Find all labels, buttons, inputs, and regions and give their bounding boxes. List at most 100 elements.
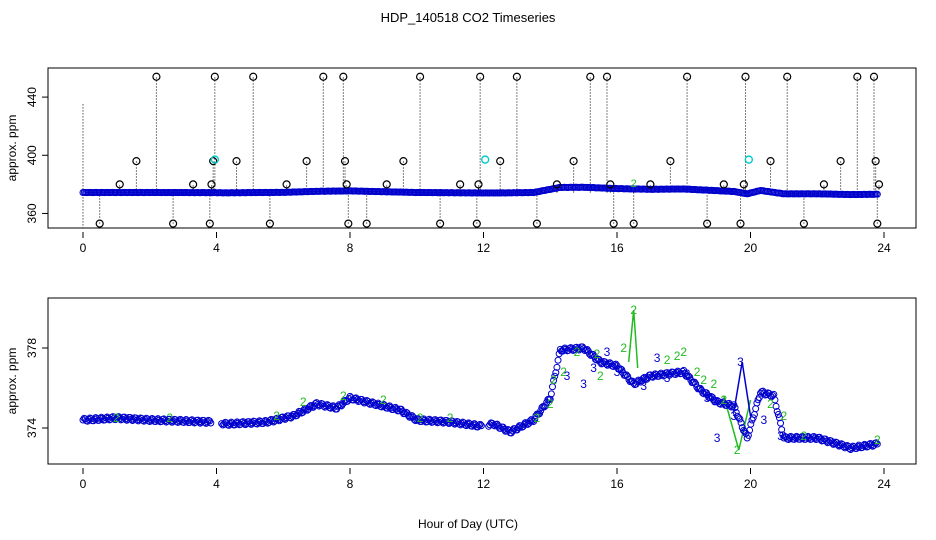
top-outlier-point	[736, 219, 745, 228]
bottom-label-2: 2	[767, 397, 774, 411]
top-outlier-point	[415, 72, 425, 81]
bottom-label-2: 2	[710, 377, 717, 391]
bottom-label-3: 3	[761, 413, 768, 427]
top-outlier-point	[741, 72, 750, 81]
bottom-ytick-label: 374	[25, 418, 39, 438]
bottom-label-3: 3	[580, 377, 587, 391]
bottom-data-point	[524, 420, 532, 428]
top-plot-frame	[47, 67, 917, 229]
bottom-data-point	[547, 390, 555, 398]
bottom-xtick-label: 24	[877, 477, 891, 491]
top-outlier-point	[853, 72, 862, 81]
bottom-data-point	[303, 406, 311, 414]
top-xtick-label: 20	[744, 241, 758, 255]
chart-title: HDP_140518 CO2 Timeseries	[381, 10, 556, 25]
bottom-data-point	[552, 369, 560, 377]
bottom-data-point	[614, 365, 622, 373]
bottom-xtick-label: 0	[80, 477, 87, 491]
top-outlier-point	[836, 156, 845, 166]
top-highlight-point	[744, 155, 754, 164]
bottom-label-2: 2	[534, 411, 541, 425]
top-outlier-point	[436, 219, 445, 228]
top-outlier-point	[871, 156, 880, 166]
bottom-label-2: 2	[447, 411, 454, 425]
top-outlier-point	[207, 180, 216, 189]
top-outlier-point	[602, 72, 612, 81]
top-outlier-point	[302, 156, 311, 166]
top-outlier-point	[719, 180, 728, 189]
top-highlight-point	[480, 155, 490, 164]
top-xtick-label: 24	[877, 241, 891, 255]
bottom-label-3: 3	[640, 379, 647, 393]
top-outlier-point	[132, 156, 141, 166]
bottom-data-point	[775, 414, 783, 422]
top-outlier-point	[682, 72, 692, 81]
top-outlier-point	[869, 72, 879, 81]
top-data-point	[873, 190, 881, 198]
bottom-label-2: 2	[781, 409, 788, 423]
bottom-data-point	[523, 419, 531, 427]
bottom-ytick-label: 378	[25, 338, 39, 358]
bottom-label-3: 3	[664, 371, 671, 385]
top-ytick-label: 400	[25, 145, 39, 165]
bottom-label-2: 2	[550, 373, 557, 387]
bottom-label-3: 3	[777, 429, 784, 443]
bottom-green-dip-line	[723, 395, 752, 451]
bottom-label-2: 2	[417, 411, 424, 425]
bottom-label-3: 3	[704, 391, 711, 405]
bottom-data-point	[766, 392, 774, 400]
top-outlier-point	[609, 219, 618, 228]
bottom-data-point	[777, 419, 785, 427]
top-outlier-point	[739, 180, 748, 189]
bottom-data-point	[706, 394, 714, 402]
bottom-xtick-label: 20	[744, 477, 758, 491]
bottom-data-point	[553, 363, 561, 371]
bottom-data-point	[477, 422, 485, 430]
bottom-data-point	[548, 383, 556, 391]
top-xtick-label: 12	[477, 241, 491, 255]
top-green-mark: 2	[631, 178, 637, 190]
bottom-data-point	[401, 409, 409, 417]
bottom-label-2: 2	[680, 345, 687, 359]
bottom-label-3: 3	[714, 431, 721, 445]
bottom-label-2: 2	[674, 349, 681, 363]
bottom-data-point	[873, 440, 881, 448]
top-outlier-point	[799, 219, 809, 228]
bottom-data-point	[526, 417, 534, 425]
bottom-data-point	[737, 419, 745, 427]
bottom-label-2: 2	[720, 393, 727, 407]
top-outlier-point	[189, 180, 198, 189]
bottom-label-2: 2	[340, 389, 347, 403]
bottom-data-point	[475, 421, 483, 429]
bottom-label-3: 3	[684, 367, 691, 381]
bottom-data-point	[778, 426, 786, 434]
top-outlier-point	[456, 180, 465, 189]
bottom-data-point	[618, 366, 626, 374]
bottom-data-point	[774, 411, 782, 419]
top-outlier-point	[344, 219, 353, 228]
bottom-label-3: 3	[564, 369, 571, 383]
top-outlier-point	[340, 156, 350, 166]
top-panel: 0 4 8 12 16 20 24 360 400 440 2 approx. ppm	[5, 67, 917, 255]
top-outlier-point	[115, 180, 124, 189]
top-ylabel: approx. ppm	[5, 115, 19, 182]
bottom-plot-frame	[47, 297, 917, 465]
bottom-label-3: 3	[654, 351, 661, 365]
bottom-data-point	[551, 372, 559, 380]
bottom-data-point	[306, 403, 314, 411]
x-axis-label: Hour of Day (UTC)	[418, 517, 518, 531]
top-outlier-point	[342, 180, 351, 189]
bottom-data-point	[747, 420, 755, 428]
top-outlier-point	[209, 156, 218, 166]
bottom-label-2: 2	[620, 341, 627, 355]
bottom-data-point	[637, 378, 645, 386]
bottom-label-2: 2	[594, 347, 601, 361]
top-highlight-point	[210, 155, 220, 164]
top-outlier-point	[512, 72, 521, 81]
top-outlier-point	[606, 180, 615, 189]
bottom-label-3: 3	[730, 409, 737, 423]
top-outlier-point	[339, 72, 348, 81]
bottom-data-point	[617, 365, 625, 373]
bottom-label-2: 2	[273, 409, 280, 423]
top-xtick-label: 0	[80, 241, 87, 255]
